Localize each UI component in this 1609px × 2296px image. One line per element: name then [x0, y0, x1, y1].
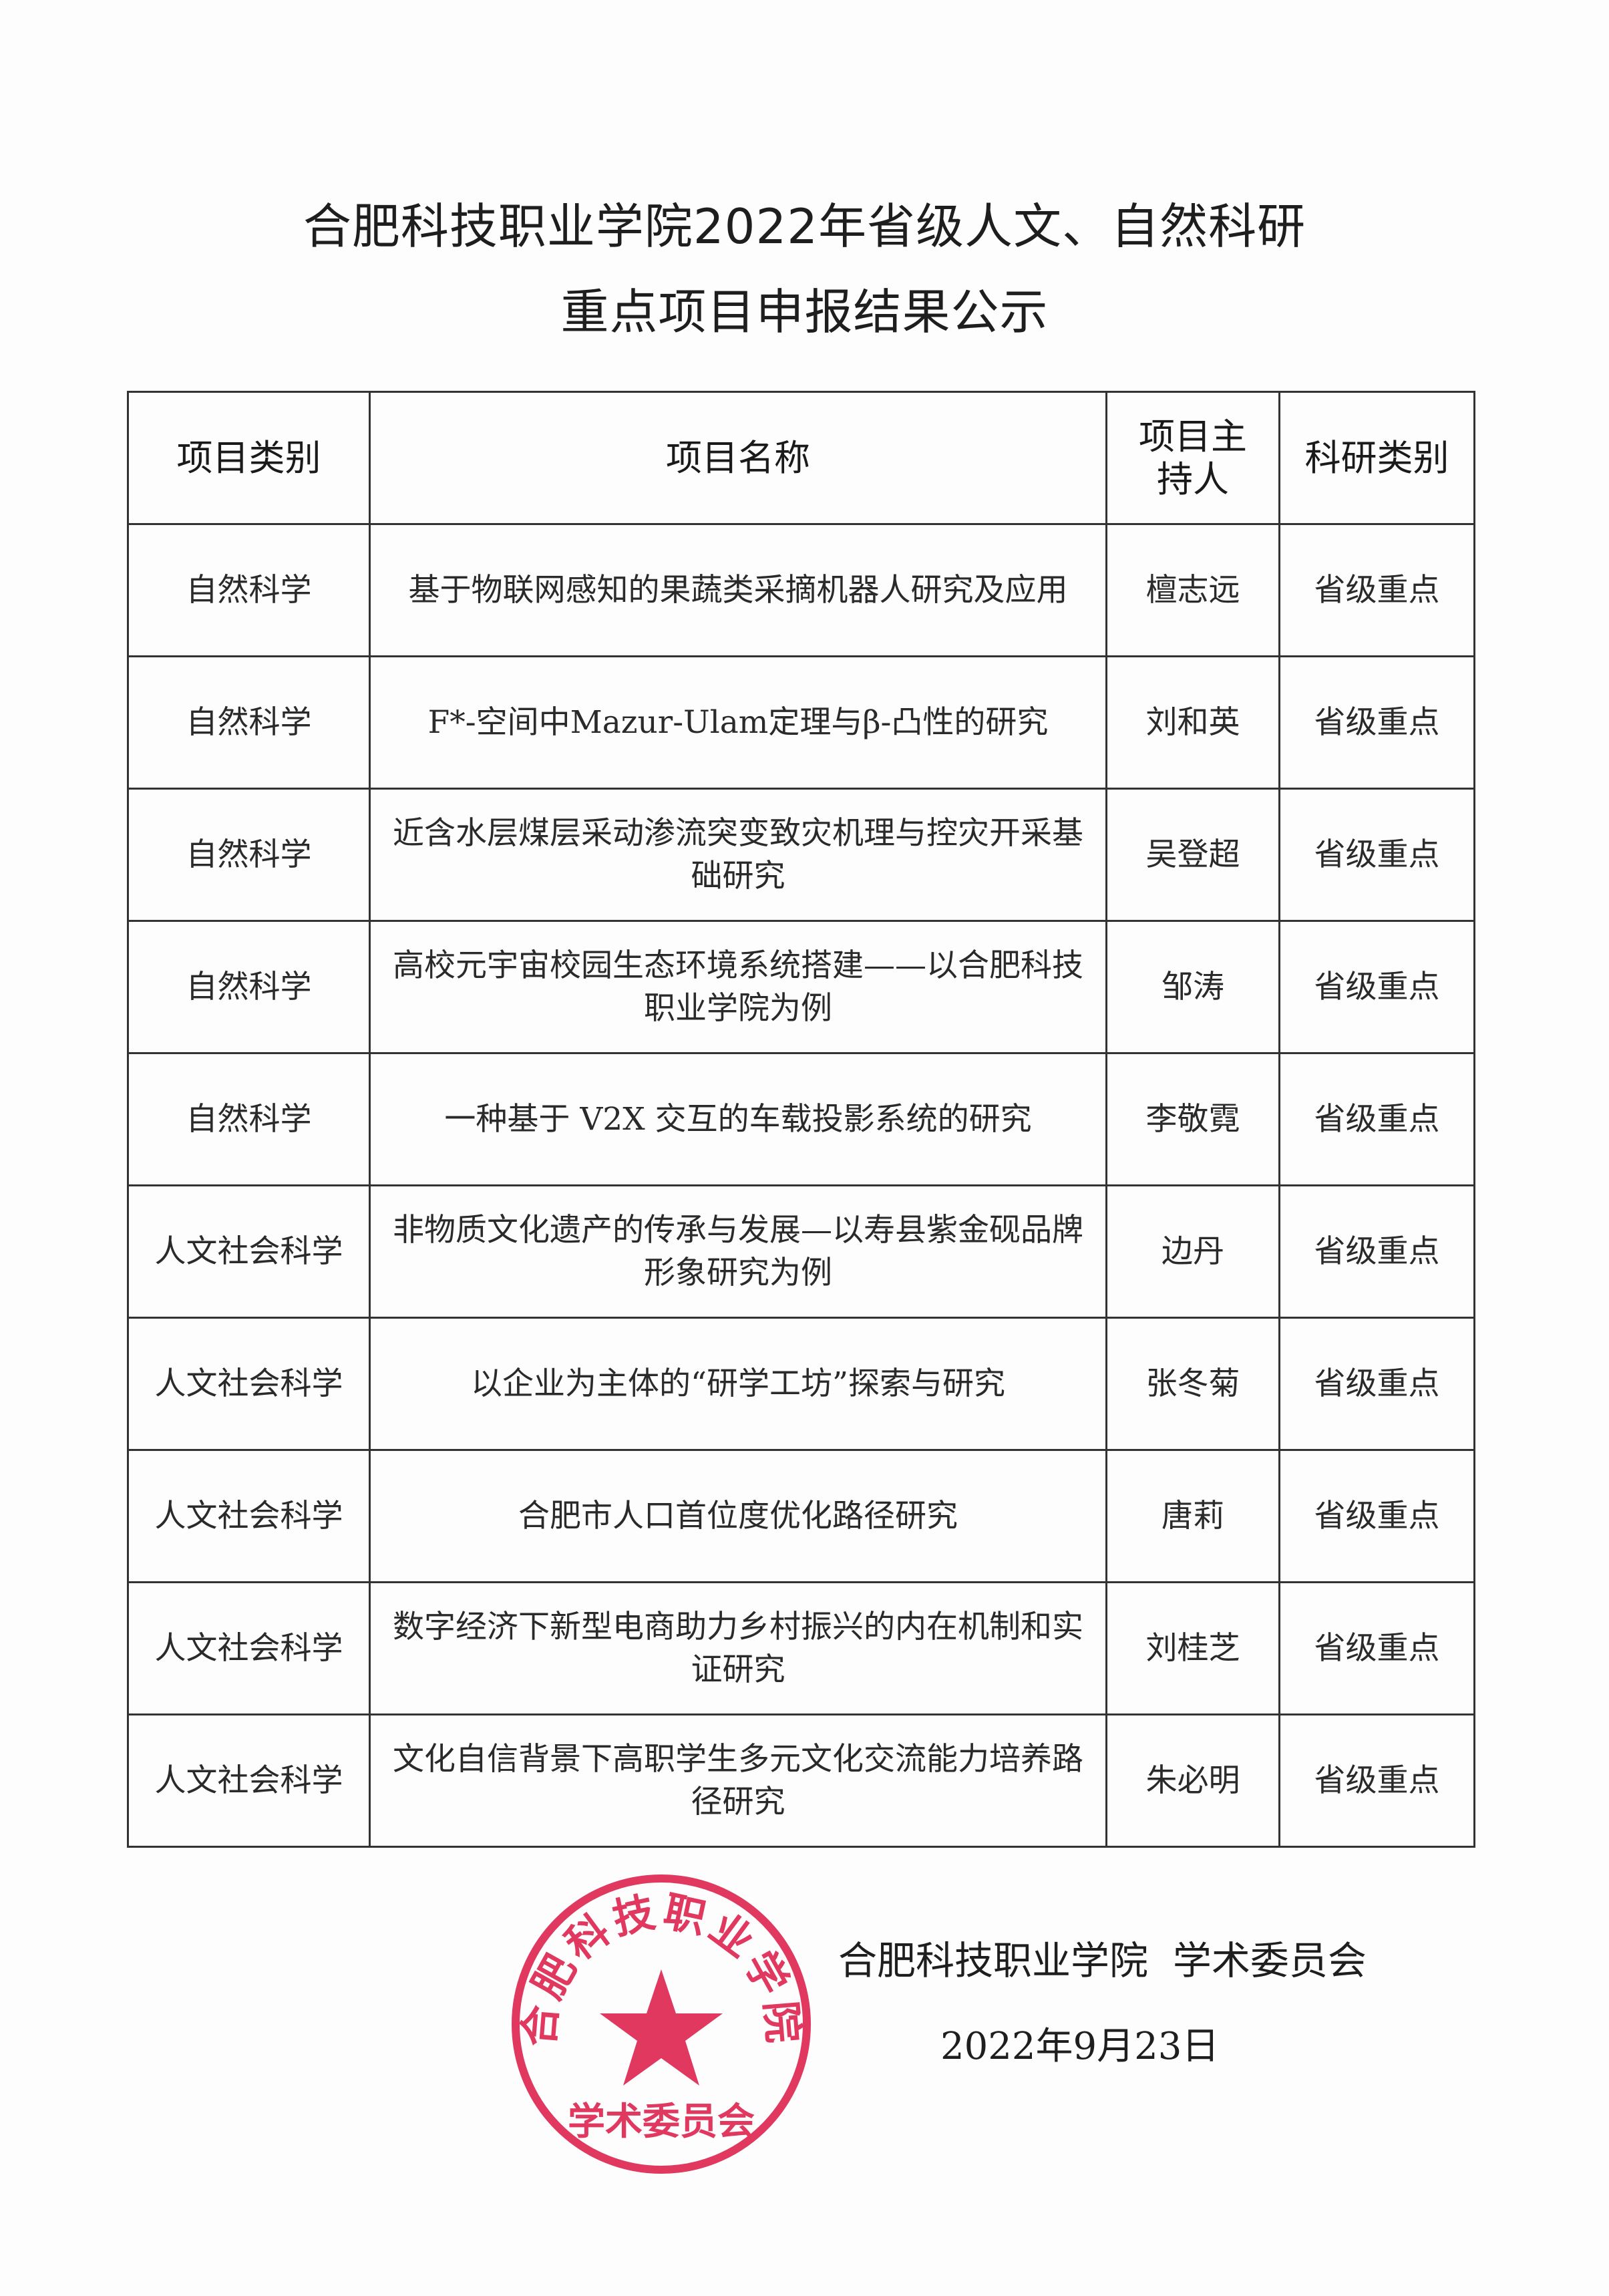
cell-category: 人文社会科学 [127, 1184, 371, 1319]
table-row: 人文社会科学 数字经济下新型电商助力乡村振兴的内在机制和实证研究 刘桂芝 省级重点 [127, 1581, 1475, 1715]
cell-level: 省级重点 [1278, 1713, 1475, 1848]
header-level: 科研类别 [1278, 391, 1475, 525]
table-row: 人文社会科学 文化自信背景下高职学生多元文化交流能力培养路径研究 朱必明 省级重点 [127, 1713, 1475, 1848]
table-row: 自然科学 高校元宇宙校园生态环境系统搭建——以合肥科技职业学院为例 邹涛 省级重点 [127, 920, 1475, 1054]
cell-level: 省级重点 [1278, 1317, 1475, 1451]
cell-leader: 刘和英 [1105, 655, 1280, 790]
cell-category: 自然科学 [127, 1052, 371, 1186]
header-name: 项目名称 [369, 391, 1107, 525]
cell-leader: 边丹 [1105, 1184, 1280, 1319]
table-row: 自然科学 近含水层煤层采动渗流突变致灾机理与控灾开采基础研究 吴登超 省级重点 [127, 788, 1475, 922]
cell-category: 自然科学 [127, 655, 371, 790]
cell-name: 合肥市人口首位度优化路径研究 [369, 1449, 1107, 1583]
cell-name: 以企业为主体的“研学工坊”探索与研究 [369, 1317, 1107, 1451]
cell-leader: 吴登超 [1105, 788, 1280, 922]
signature-organization: 合肥科技职业学院 学术委员会 [838, 1938, 1367, 1983]
table-row: 人文社会科学 非物质文化遗产的传承与发展—以寿县紫金砚品牌形象研究为例 边丹 省级重点 [127, 1184, 1475, 1319]
cell-leader: 张冬菊 [1105, 1317, 1280, 1451]
cell-leader: 朱必明 [1105, 1713, 1280, 1848]
cell-name: 基于物联网感知的果蔬类采摘机器人研究及应用 [369, 523, 1107, 657]
cell-name: 数字经济下新型电商助力乡村振兴的内在机制和实证研究 [369, 1581, 1107, 1715]
cell-name: 近含水层煤层采动渗流突变致灾机理与控灾开采基础研究 [369, 788, 1107, 922]
cell-level: 省级重点 [1278, 1581, 1475, 1715]
cell-level: 省级重点 [1278, 920, 1475, 1054]
cell-category: 人文社会科学 [127, 1713, 371, 1848]
signature-date: 2022年9月23日 [940, 2025, 1220, 2068]
table-row: 人文社会科学 合肥市人口首位度优化路径研究 唐莉 省级重点 [127, 1449, 1475, 1583]
cell-category: 人文社会科学 [127, 1449, 371, 1583]
table-row: 自然科学 一种基于 V2X 交互的车载投影系统的研究 李敬霓 省级重点 [127, 1052, 1475, 1186]
results-table: 项目类别 项目名称 项目主持人 科研类别 自然科学 基于物联网感知的果蔬类采摘机器… [127, 391, 1475, 1848]
table-row: 人文社会科学 以企业为主体的“研学工坊”探索与研究 张冬菊 省级重点 [127, 1317, 1475, 1451]
cell-level: 省级重点 [1278, 655, 1475, 790]
cell-level: 省级重点 [1278, 1052, 1475, 1186]
cell-category: 自然科学 [127, 523, 371, 657]
cell-level: 省级重点 [1278, 788, 1475, 922]
header-leader: 项目主持人 [1105, 391, 1280, 525]
cell-category: 人文社会科学 [127, 1317, 371, 1451]
table-header-row: 项目类别 项目名称 项目主持人 科研类别 [127, 391, 1475, 525]
seal-bottom-text: 学术委员会 [568, 2100, 755, 2144]
cell-category: 自然科学 [127, 788, 371, 922]
cell-level: 省级重点 [1278, 1449, 1475, 1583]
cell-leader: 邹涛 [1105, 920, 1280, 1054]
table-row: 自然科学 F*-空间中Mazur-Ulam定理与β-凸性的研究 刘和英 省级重点 [127, 655, 1475, 790]
cell-category: 自然科学 [127, 920, 371, 1054]
cell-level: 省级重点 [1278, 523, 1475, 657]
star-icon [600, 1969, 723, 2086]
cell-leader: 李敬霓 [1105, 1052, 1280, 1186]
table-row: 自然科学 基于物联网感知的果蔬类采摘机器人研究及应用 檀志远 省级重点 [127, 523, 1475, 657]
cell-leader: 檀志远 [1105, 523, 1280, 657]
cell-name: F*-空间中Mazur-Ulam定理与β-凸性的研究 [369, 655, 1107, 790]
header-category: 项目类别 [127, 391, 371, 525]
cell-name: 文化自信背景下高职学生多元文化交流能力培养路径研究 [369, 1713, 1107, 1848]
cell-leader: 刘桂芝 [1105, 1581, 1280, 1715]
cell-level: 省级重点 [1278, 1184, 1475, 1319]
cell-leader: 唐莉 [1105, 1449, 1280, 1583]
official-seal: 合肥科技职业学院 学术委员会 [512, 1874, 811, 2174]
cell-name: 非物质文化遗产的传承与发展—以寿县紫金砚品牌形象研究为例 [369, 1184, 1107, 1319]
document-title-line2: 重点项目申报结果公示 [560, 284, 1049, 340]
cell-category: 人文社会科学 [127, 1581, 371, 1715]
cell-name: 一种基于 V2X 交互的车载投影系统的研究 [369, 1052, 1107, 1186]
document-title-line1: 合肥科技职业学院2022年省级人文、自然科研 [303, 198, 1306, 255]
cell-name: 高校元宇宙校园生态环境系统搭建——以合肥科技职业学院为例 [369, 920, 1107, 1054]
